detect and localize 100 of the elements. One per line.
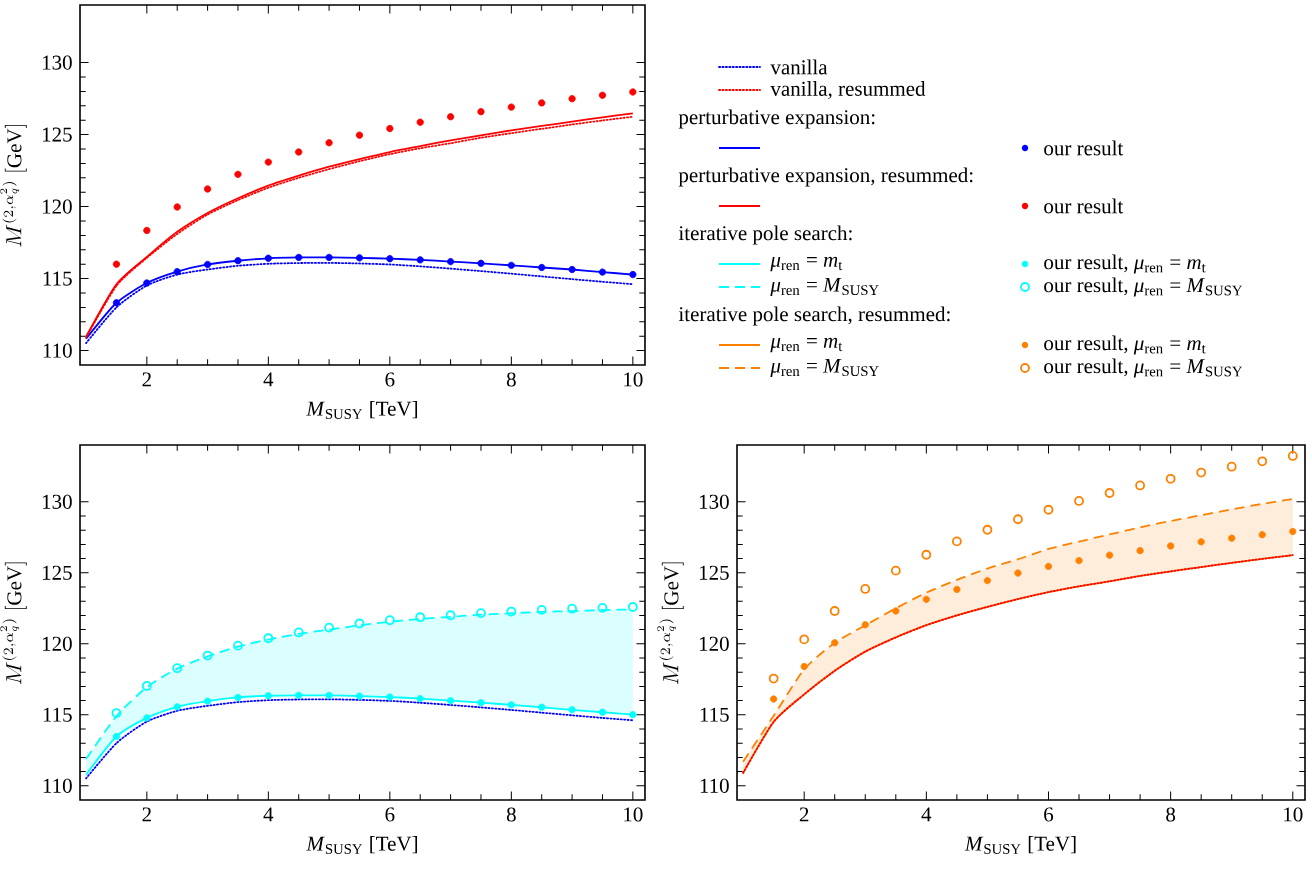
point: [143, 226, 151, 235]
point: [203, 185, 212, 193]
legend-label: our result, μ$_{ren}$ = m$_{t}$: [1044, 335, 1206, 355]
y-tick-label: 120: [699, 636, 729, 651]
y-tick-label: 110: [700, 778, 729, 793]
point: [598, 268, 607, 276]
point: [112, 260, 121, 268]
point: [799, 634, 810, 645]
point: [800, 662, 808, 671]
point: [173, 268, 181, 276]
legend-label: μ$_{ren}$ = M$_{SUSY}$: [770, 277, 879, 297]
point: [921, 549, 932, 560]
point: [598, 91, 607, 99]
x-tick-label: 4: [263, 372, 274, 387]
legend-label: μ$_{ren}$ = M$_{SUSY}$: [770, 358, 879, 378]
point: [477, 108, 485, 116]
point: [568, 95, 576, 103]
point: [1197, 538, 1205, 546]
point: [951, 536, 962, 547]
x-tick-label: 4: [263, 807, 274, 822]
point: [770, 695, 778, 703]
point: [234, 693, 242, 702]
point: [567, 603, 577, 614]
point: [1104, 488, 1115, 498]
legend-label: our result, μ$_{ren}$ = m$_{t}$: [1044, 254, 1206, 274]
point: [538, 99, 546, 107]
y-tick-label: 125: [699, 565, 729, 580]
x-tick-label: 4: [921, 807, 932, 822]
point: [264, 158, 272, 166]
point: [233, 640, 243, 651]
point: [1287, 451, 1298, 461]
point: [415, 612, 426, 623]
legend-label: vanilla, resummed: [770, 81, 926, 99]
point: [172, 663, 183, 674]
point: [629, 88, 637, 96]
point: [203, 697, 212, 705]
x-tick-label: 8: [506, 372, 516, 387]
point: [507, 701, 515, 709]
point: [384, 615, 395, 626]
point: [416, 695, 424, 703]
x-tick-label: 2: [799, 807, 809, 822]
point: [627, 602, 638, 612]
point: [446, 697, 455, 705]
point: [1228, 534, 1236, 542]
point: [112, 732, 121, 741]
point: [446, 258, 455, 266]
point: [324, 622, 334, 633]
y-tick-label: 115: [43, 271, 72, 286]
point: [141, 681, 152, 691]
point: [1044, 562, 1053, 570]
point: [506, 606, 517, 617]
point: [1105, 551, 1114, 559]
text: iterative pole search:: [678, 225, 852, 245]
legend-label: our result, μ$_{ren}$ = M$_{SUSY}$: [1044, 358, 1243, 378]
point: [325, 139, 333, 147]
point: [598, 708, 607, 716]
point: [1014, 569, 1022, 577]
x-tick-label: 8: [1166, 807, 1176, 822]
x-tick-label: 2: [142, 807, 151, 822]
point: [536, 604, 547, 615]
point: [1257, 456, 1268, 467]
point: [264, 254, 272, 262]
point: [112, 299, 121, 307]
point: [234, 170, 242, 178]
point: [355, 254, 364, 262]
y-tick-label: 130: [42, 494, 72, 509]
x-axis-title: M$_{SUSY}$ [TeV]: [306, 400, 418, 419]
point: [1226, 461, 1237, 472]
x-tick-label: 10: [624, 372, 643, 387]
y-tick-label: 115: [43, 707, 72, 722]
point: [295, 691, 303, 699]
x-tick-label: 10: [624, 807, 643, 822]
y-axis-title: $M^{(2,\alpha_q^2)}\ [\mathrm{GeV}]$: [0, 124, 27, 247]
x-tick-label: 6: [385, 807, 395, 822]
point: [293, 627, 304, 638]
y-tick-label: 130: [699, 494, 729, 509]
point: [173, 703, 181, 711]
point: [264, 692, 272, 700]
legend-label: μ$_{ren}$ = m$_{t}$: [770, 256, 843, 272]
y-tick-label: 110: [43, 343, 72, 358]
x-tick-label: 2: [142, 372, 151, 387]
point: [629, 270, 637, 279]
y-tick-label: 120: [42, 199, 72, 214]
point: [953, 585, 961, 593]
point: [922, 595, 930, 603]
point: [263, 633, 274, 644]
point: [982, 524, 993, 535]
point: [860, 584, 871, 594]
point: [1043, 504, 1054, 515]
point: [143, 714, 151, 722]
point: [325, 253, 333, 262]
point: [1075, 556, 1083, 565]
point: [861, 621, 869, 629]
y-axis-title: $M^{(2,\alpha_q^2)}\ [\mathrm{GeV}]$: [657, 562, 684, 685]
point: [538, 263, 546, 272]
point: [890, 565, 901, 576]
point: [476, 608, 486, 619]
point: [325, 691, 333, 699]
point: [768, 673, 779, 684]
point: [355, 131, 364, 139]
